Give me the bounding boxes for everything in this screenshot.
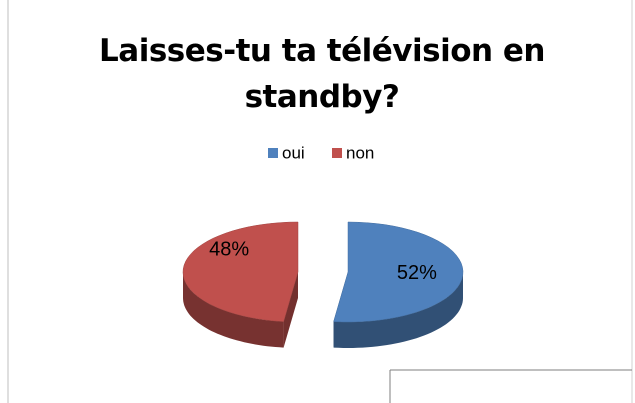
slice-side xyxy=(333,272,463,348)
data-label: 52% xyxy=(397,262,437,284)
slice xyxy=(333,221,464,323)
chart-title: Laisses-tu ta télévision en standby? xyxy=(99,33,545,115)
legend-label: non xyxy=(346,143,374,162)
slice xyxy=(182,221,299,322)
slice-side xyxy=(183,272,284,348)
legend-label: oui xyxy=(282,143,305,162)
legend-swatch xyxy=(332,148,342,158)
legend-swatch xyxy=(268,148,278,158)
slice-cut xyxy=(283,272,298,348)
data-label: 48% xyxy=(209,238,249,260)
